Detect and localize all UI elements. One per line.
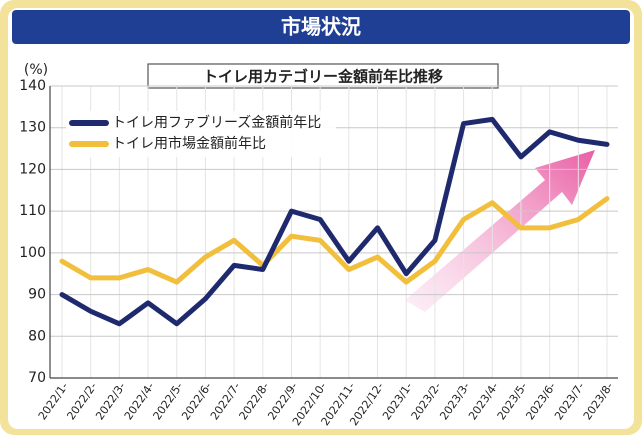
legend-box [66,111,336,157]
chart-title: トイレ用カテゴリー金額前年比推移 [203,68,443,86]
subtitle-box [147,63,499,89]
header-title: 市場状況 [281,15,361,39]
y-tick-label: 100 [19,245,46,261]
header-bar [12,10,630,44]
legend-label: トイレ用市場金額前年比 [112,135,266,152]
y-tick-label: 140 [19,78,46,94]
series-line [59,196,610,285]
y-tick-label: 70 [28,370,46,386]
y-tick-label: 130 [19,120,46,136]
y-tick-label: 80 [28,328,46,344]
legend-label: トイレ用ファブリーズ金額前年比 [112,114,321,131]
y-tick-label: 110 [19,203,46,219]
series-line [59,116,610,327]
y-tick-label: 90 [28,287,46,303]
trend-arrow [405,150,595,312]
y-tick-label: 120 [19,161,46,177]
y-axis-label: (%) [24,62,48,78]
